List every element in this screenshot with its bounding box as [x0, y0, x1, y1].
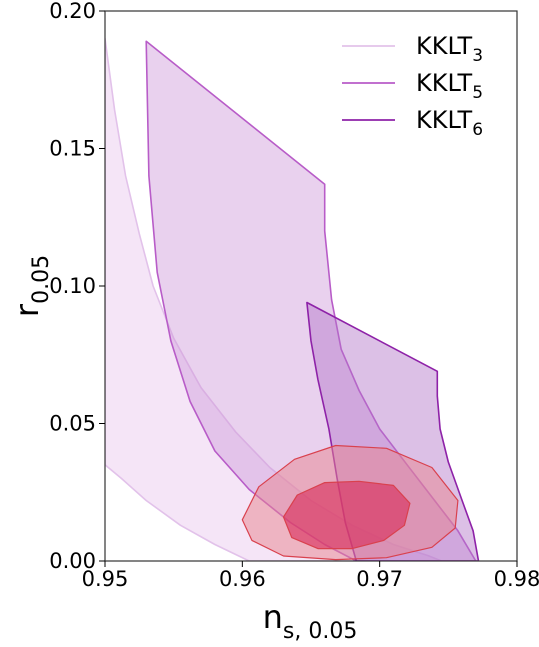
y-tick-label: 0.15 — [49, 137, 96, 161]
legend-label-sub: 3 — [472, 46, 483, 66]
y-tick-label: 0.00 — [49, 549, 96, 573]
y-tick-label: 0.20 — [49, 0, 96, 23]
x-axis-label: ns, 0.05 — [263, 598, 358, 644]
legend-item-kklt6: KKLT6 — [342, 106, 483, 140]
y-axis-label: r0.05 — [8, 255, 54, 317]
y-axis-label-main: r — [8, 303, 46, 317]
legend-label-sub: 6 — [472, 120, 483, 140]
x-axis-label-sub: s, 0.05 — [283, 619, 357, 644]
legend-label: KKLT3 — [416, 32, 483, 66]
x-tick-label: 0.96 — [219, 567, 266, 591]
legend-item-kklt5: KKLT5 — [342, 69, 483, 103]
x-tick-label: 0.98 — [494, 567, 539, 591]
x-tick-label: 0.97 — [356, 567, 403, 591]
legend-label-main: KKLT — [416, 106, 473, 134]
legend-label: KKLT5 — [416, 69, 483, 103]
x-tick-label: 0.95 — [82, 567, 129, 591]
legend-label: KKLT6 — [416, 106, 483, 140]
legend-label-sub: 5 — [472, 83, 483, 103]
legend-item-kklt3: KKLT3 — [342, 32, 483, 66]
y-tick-label: 0.05 — [49, 412, 96, 436]
legend-label-main: KKLT — [416, 69, 473, 97]
contour-inner — [282, 480, 411, 550]
legend-label-main: KKLT — [416, 32, 473, 60]
plot-area — [105, 37, 480, 561]
y-tick-label: 0.10 — [49, 274, 96, 298]
x-axis-label-main: n — [263, 598, 283, 636]
series-region-kklt5 — [145, 40, 477, 561]
axis-ticks: 0.95 0.96 0.97 0.98 0.00 0.05 0.10 0.15 0.20 — [49, 0, 539, 591]
y-axis-label-sub: 0.05 — [29, 255, 54, 304]
